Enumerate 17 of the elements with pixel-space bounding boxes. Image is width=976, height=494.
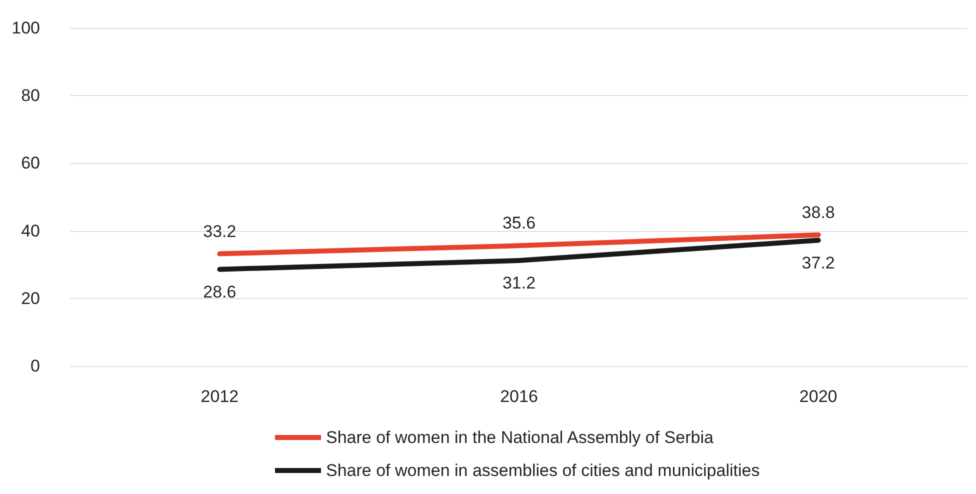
data-label: 33.2 — [203, 222, 236, 241]
data-label: 31.2 — [502, 274, 536, 293]
data-label: 37.2 — [802, 253, 835, 272]
y-tick-label: 100 — [12, 18, 40, 38]
y-tick-label: 40 — [21, 221, 40, 240]
y-tick-label: 20 — [21, 288, 40, 308]
data-label: 38.8 — [802, 202, 835, 222]
x-tick-label: 2020 — [799, 387, 838, 406]
legend-label: Share of women in assemblies of cities and municipalities — [326, 461, 760, 480]
y-tick-label: 60 — [21, 154, 40, 173]
y-tick-label: 0 — [30, 356, 40, 376]
data-label: 28.6 — [203, 282, 236, 302]
x-tick-label: 2016 — [500, 387, 538, 406]
data-label: 35.6 — [502, 214, 536, 233]
x-tick-label: 2012 — [200, 387, 239, 406]
y-tick-label: 80 — [21, 86, 40, 106]
legend-label: Share of women in the National Assembly of Serbia — [326, 428, 714, 447]
